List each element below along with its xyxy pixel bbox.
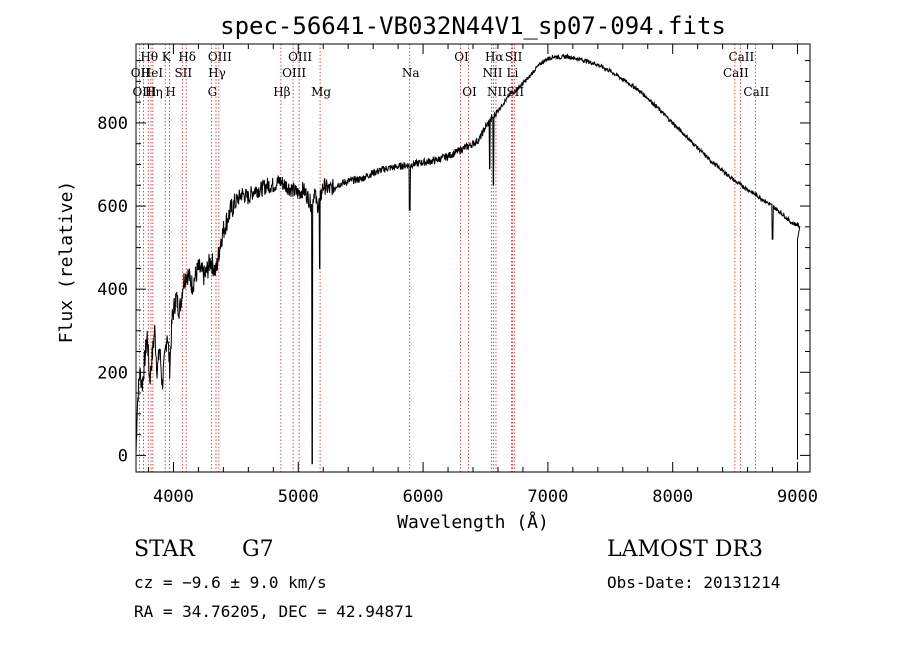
line-label-17: OI: [454, 50, 469, 64]
survey-name: LAMOST DR3: [607, 537, 763, 562]
spectral-line-markers: [138, 44, 756, 472]
line-label-15: Mg: [311, 85, 331, 99]
line-label-22: SII: [505, 50, 523, 64]
line-label-27: CaII: [743, 85, 769, 99]
x-axis-label: Wavelength (Å): [397, 511, 549, 533]
chart-title: spec-56641-VB032N44V1_sp07-094.fits: [220, 12, 726, 40]
line-label-13: OIII: [288, 50, 312, 64]
line-label-3: HeI: [141, 66, 164, 80]
axes: 4000 5000 6000 7000 8000 9000 0 200 400 600 800: [97, 43, 818, 507]
flux-series: [135, 53, 801, 465]
flux-line: [135, 53, 801, 465]
object-subclass: G7: [242, 537, 274, 562]
line-label-7: H: [165, 85, 175, 99]
line-label-24: SII: [506, 85, 524, 99]
line-label-11: G: [208, 85, 218, 99]
line-label-2: OIII: [132, 85, 156, 99]
line-label-23: Li: [507, 66, 519, 80]
line-label-1: OII: [131, 66, 151, 80]
coordinates: RA = 34.76205, DEC = 42.94871: [134, 602, 414, 621]
line-label-8: Hδ: [178, 50, 196, 64]
line-label-9: OIII: [208, 50, 232, 64]
line-label-19: Hα: [485, 50, 504, 64]
line-label-26: CaII: [723, 66, 749, 80]
line-label-10: Hγ: [208, 66, 226, 80]
y-tick-label-0: 0: [118, 446, 128, 466]
x-tick-label-5: 9000: [777, 487, 818, 507]
y-tick-label-3: 600: [97, 197, 128, 217]
line-label-6: SII: [174, 66, 192, 80]
plot-frame: [135, 43, 811, 473]
x-tick-label-4: 8000: [652, 487, 693, 507]
line-label-4: Hη: [145, 85, 163, 99]
line-label-12: Hβ: [273, 85, 290, 99]
line-label-16: Na: [402, 66, 420, 80]
y-tick-label-1: 200: [97, 363, 128, 383]
line-label-21: NII: [487, 85, 507, 99]
x-tick-label-1: 5000: [278, 487, 319, 507]
line-label-14: OIII: [282, 66, 306, 80]
y-tick-label-4: 800: [97, 114, 128, 134]
x-tick-label-2: 6000: [403, 487, 444, 507]
line-label-20: NII: [482, 66, 502, 80]
line-label-18: OI: [462, 85, 477, 99]
y-axis-label: Flux (relative): [56, 181, 77, 344]
redshift-value: cz = −9.6 ± 9.0 km/s: [134, 573, 327, 592]
line-label-0: Hθ: [140, 50, 158, 64]
line-label-25: CaII: [728, 50, 754, 64]
x-tick-label-3: 7000: [527, 487, 568, 507]
line-label-5: K: [162, 50, 172, 64]
observation-date: Obs-Date: 20131214: [607, 573, 781, 592]
x-tick-label-0: 4000: [153, 487, 194, 507]
object-class: STAR: [134, 537, 195, 562]
y-tick-label-2: 400: [97, 280, 128, 300]
